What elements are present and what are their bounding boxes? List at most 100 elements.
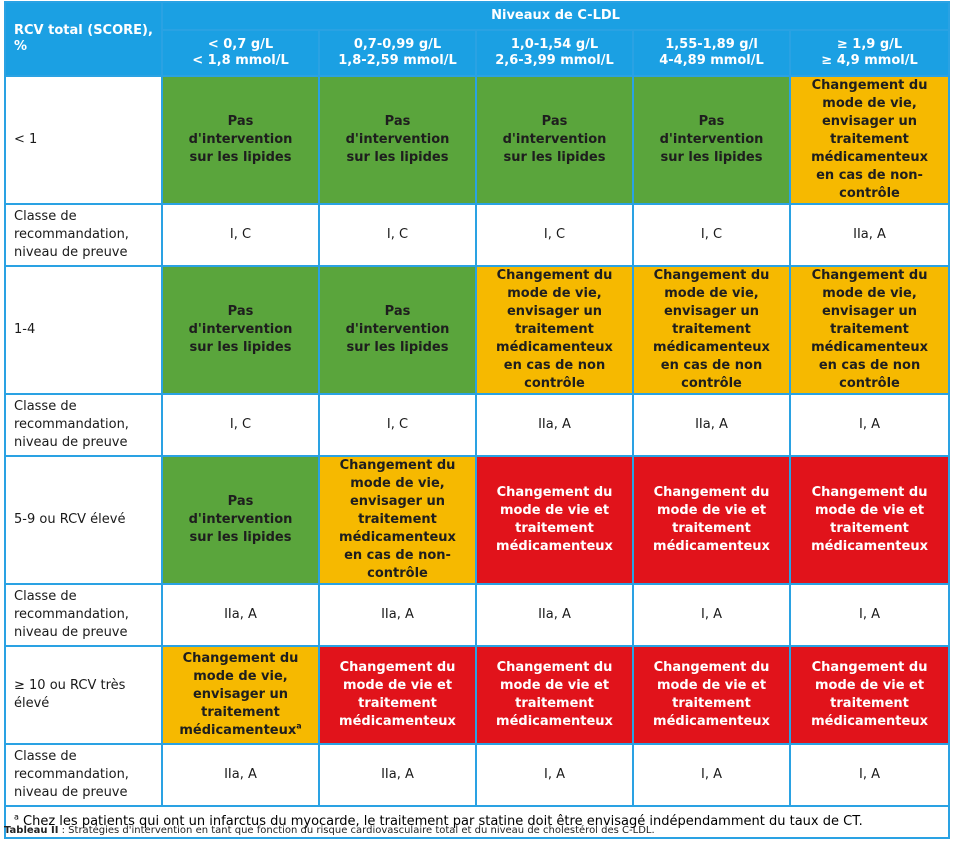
recommendation-cell-white: IIa, A — [318, 743, 477, 807]
cell-text: I, A — [701, 607, 722, 622]
recommendation-cell-white: IIa, A — [632, 393, 791, 457]
recommendation-cell-yellow: Changement du mode de vie, envisager un … — [475, 265, 634, 395]
row-label: Classe de recommandation, niveau de preu… — [4, 743, 163, 807]
cell-text: IIa, A — [853, 227, 886, 242]
recommendation-cell-white: IIa, A — [161, 743, 320, 807]
recommendation-cell-yellow: Changement du mode de vie, envisager un … — [161, 645, 320, 745]
caption-label: Tableau II — [4, 825, 59, 836]
recommendation-cell-green: Pas d'intervention sur les lipides — [161, 75, 320, 205]
cell-text: Changement du mode de vie, envisager un … — [496, 268, 613, 391]
cell-text: I, C — [543, 227, 566, 242]
intervention-table: RCV total (SCORE), % Niveaux de C-LDL < … — [3, 1, 951, 839]
column-header-line1: < 0,7 g/L — [207, 37, 274, 52]
column-header-line2: 2,6-3,99 mmol/L — [495, 53, 614, 68]
table-row: Classe de recommandation, niveau de preu… — [4, 203, 951, 267]
cell-text: I, A — [701, 767, 722, 782]
column-header-line1: ≥ 1,9 g/L — [836, 37, 903, 52]
cell-text: IIa, A — [538, 607, 571, 622]
recommendation-cell-green: Pas d'intervention sur les lipides — [161, 265, 320, 395]
recommendation-cell-yellow: Changement du mode de vie, envisager un … — [318, 455, 477, 585]
column-header: 0,7-0,99 g/L 1,8-2,59 mmol/L — [318, 29, 477, 77]
cell-text: Changement du mode de vie, envisager un … — [811, 78, 928, 201]
recommendation-cell-white: I, A — [788, 743, 951, 807]
column-header-line2: < 1,8 mmol/L — [192, 53, 289, 68]
column-header: ≥ 1,9 g/L ≥ 4,9 mmol/L — [788, 29, 951, 77]
recommendation-cell-red: Changement du mode de vie et traitement … — [475, 645, 634, 745]
column-header-line2: 4-4,89 mmol/L — [659, 53, 764, 68]
cell-text: Changement du mode de vie et traitement … — [496, 660, 613, 729]
recommendation-cell-white: I, C — [475, 203, 634, 267]
cell-text: Pas d'intervention sur les lipides — [188, 114, 293, 165]
row-label: 1-4 — [4, 265, 163, 395]
group-title: Niveaux de C-LDL — [160, 1, 951, 31]
caption-text: : Stratégies d'intervention en tant que … — [58, 825, 655, 836]
table-row: Classe de recommandation, niveau de preu… — [4, 393, 951, 457]
cell-text: Changement du mode de vie, envisager un … — [339, 458, 456, 581]
column-header-line1: 0,7-0,99 g/L — [353, 37, 442, 52]
row-header: RCV total (SCORE), % — [4, 1, 163, 77]
recommendation-cell-red: Changement du mode de vie et traitement … — [632, 455, 791, 585]
cell-text: I, A — [859, 607, 881, 622]
cell-text: I, A — [859, 417, 881, 432]
cell-text: IIa, A — [224, 767, 257, 782]
table-row: Classe de recommandation, niveau de preu… — [4, 583, 951, 647]
cell-text: I, A — [859, 767, 881, 782]
cell-text: Changement du mode de vie et traitement … — [339, 660, 456, 729]
recommendation-cell-red: Changement du mode de vie et traitement … — [788, 455, 951, 585]
row-label: Classe de recommandation, niveau de preu… — [4, 583, 163, 647]
recommendation-cell-white: IIa, A — [475, 393, 634, 457]
recommendation-cell-yellow: Changement du mode de vie, envisager un … — [788, 75, 951, 205]
recommendation-cell-white: I, C — [318, 393, 477, 457]
column-header-line2: ≥ 4,9 mmol/L — [821, 53, 918, 68]
recommendation-cell-green: Pas d'intervention sur les lipides — [318, 265, 477, 395]
column-header-line2: 1,8-2,59 mmol/L — [338, 53, 457, 68]
recommendation-cell-red: Changement du mode de vie et traitement … — [318, 645, 477, 745]
table-row: Classe de recommandation, niveau de preu… — [4, 743, 951, 807]
row-label: ≥ 10 ou RCV très élevé — [4, 645, 163, 745]
recommendation-cell-white: IIa, A — [161, 583, 320, 647]
cell-text: Pas d'intervention sur les lipides — [502, 114, 607, 165]
recommendation-cell-green: Pas d'intervention sur les lipides — [161, 455, 320, 585]
column-header-line1: 1,0-1,54 g/L — [510, 37, 599, 52]
column-header-line1: 1,55-1,89 g/l — [665, 37, 758, 52]
recommendation-cell-red: Changement du mode de vie et traitement … — [788, 645, 951, 745]
recommendation-cell-white: IIa, A — [318, 583, 477, 647]
cell-text: Changement du mode de vie, envisager un … — [811, 268, 928, 391]
footnote-marker: a — [14, 812, 19, 822]
column-header: < 0,7 g/L < 1,8 mmol/L — [161, 29, 320, 77]
table-row: 1-4 Pas d'intervention sur les lipides Pas… — [4, 265, 951, 395]
row-label: Classe de recommandation, niveau de preu… — [4, 393, 163, 457]
table-row: ≥ 10 ou RCV très élevé Changement du mode… — [4, 645, 951, 745]
recommendation-cell-green: Pas d'intervention sur les lipides — [475, 75, 634, 205]
recommendation-cell-green: Pas d'intervention sur les lipides — [632, 75, 791, 205]
cell-text: I, C — [229, 227, 252, 242]
cell-text: Pas d'intervention sur les lipides — [659, 114, 764, 165]
recommendation-cell-red: Changement du mode de vie et traitement … — [632, 645, 791, 745]
footnote-text: Chez les patients qui ont un infarctus d… — [18, 814, 863, 829]
recommendation-cell-white: I, C — [632, 203, 791, 267]
cell-text: Changement du mode de vie, envisager un … — [179, 651, 299, 738]
recommendation-cell-white: I, A — [632, 743, 791, 807]
table-caption: Tableau II : Stratégies d'intervention e… — [4, 825, 655, 836]
column-header: 1,55-1,89 g/l 4-4,89 mmol/L — [632, 29, 791, 77]
column-header: 1,0-1,54 g/L 2,6-3,99 mmol/L — [475, 29, 634, 77]
cell-text: Changement du mode de vie et traitement … — [811, 485, 928, 554]
recommendation-cell-red: Changement du mode de vie et traitement … — [475, 455, 634, 585]
cell-text: Changement du mode de vie et traitement … — [653, 660, 770, 729]
cell-text: I, C — [229, 417, 252, 432]
recommendation-cell-white: I, A — [788, 583, 951, 647]
cell-text: I, C — [700, 227, 723, 242]
cell-text: Changement du mode de vie, envisager un … — [653, 268, 770, 391]
recommendation-cell-green: Pas d'intervention sur les lipides — [318, 75, 477, 205]
table-row: 5-9 ou RCV élevé Pas d'intervention sur l… — [4, 455, 951, 585]
recommendation-cell-white: I, C — [161, 203, 320, 267]
cell-text: IIa, A — [538, 417, 571, 432]
cell-text: Pas d'intervention sur les lipides — [345, 114, 450, 165]
cell-text: I, C — [386, 417, 409, 432]
cell-text: IIa, A — [224, 607, 257, 622]
recommendation-cell-yellow: Changement du mode de vie, envisager un … — [788, 265, 951, 395]
row-label: 5-9 ou RCV élevé — [4, 455, 163, 585]
cell-text: Changement du mode de vie et traitement … — [811, 660, 928, 729]
recommendation-cell-white: I, A — [632, 583, 791, 647]
recommendation-cell-white: I, A — [475, 743, 634, 807]
